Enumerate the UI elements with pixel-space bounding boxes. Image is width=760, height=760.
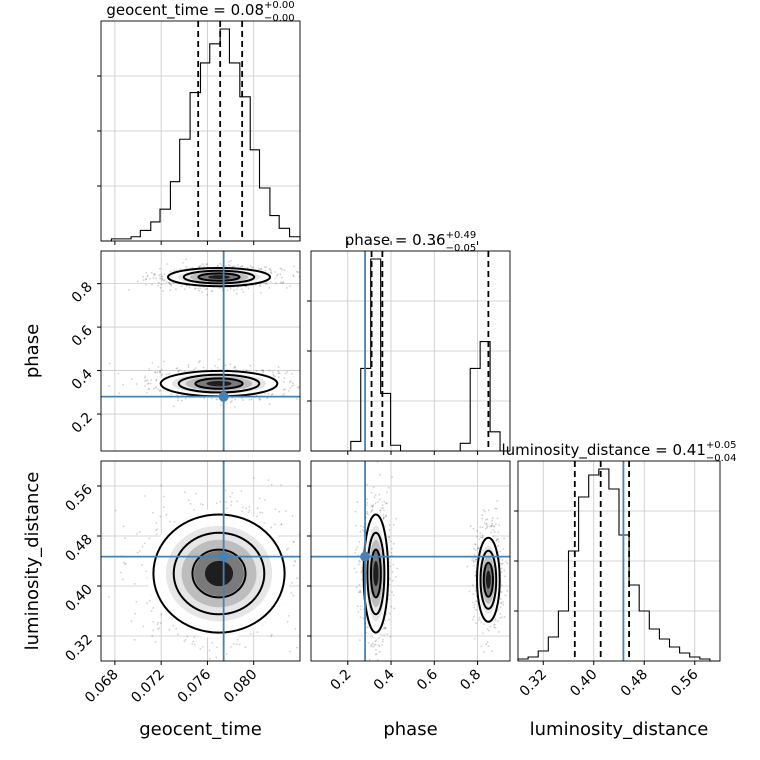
x-tick-label: 0.072 — [128, 667, 168, 707]
density-level — [208, 275, 230, 280]
x-tick-label: 0.32 — [517, 667, 550, 700]
title-minus: −0.05 — [446, 243, 477, 254]
contour-line — [366, 531, 386, 616]
contour-line — [482, 561, 494, 598]
contour-line — [177, 373, 261, 394]
title-main: phase = 0.36 — [345, 231, 446, 249]
x-axis-label-phase: phase — [383, 719, 437, 740]
contour-line — [479, 549, 498, 610]
y-tick-label: 0.8 — [69, 279, 96, 306]
x-tick-label: 0.2 — [328, 667, 355, 694]
x-tick-label: 0.080 — [221, 667, 261, 707]
contour-line — [166, 266, 272, 288]
title-phase: phase = 0.36+0.49 −0.05 — [345, 230, 476, 254]
density-level — [204, 560, 234, 587]
title-luminosity_distance: luminosity_distance = 0.41+0.05 −0.04 — [501, 440, 736, 464]
contour-line — [476, 536, 501, 623]
title-main: luminosity_distance = 0.41 — [501, 441, 705, 460]
histogram-geocent_time — [101, 28, 301, 242]
panel-geocent_time-luminosity_distance — [101, 461, 300, 661]
panel-geocent_time-phase — [101, 251, 300, 451]
x-axis-label-luminosity_distance: luminosity_distance — [530, 719, 709, 740]
contour-line — [194, 377, 244, 390]
y-tick-label: 0.40 — [62, 582, 95, 615]
axes-frame — [100, 460, 301, 662]
y-tick-label: 0.32 — [62, 632, 95, 665]
truth-marker — [218, 551, 229, 562]
x-tick-label: 0.4 — [371, 666, 398, 693]
x-tick-label: 0.068 — [82, 667, 122, 707]
title-main: geocent_time = 0.08 — [106, 1, 264, 20]
y-tick-label: 0.56 — [62, 481, 95, 514]
truth-marker — [218, 391, 229, 402]
density-level — [206, 380, 232, 387]
title-plus: +0.49 — [446, 230, 477, 241]
y-tick-label: 0.48 — [62, 532, 95, 565]
contour-line — [197, 272, 241, 282]
x-axis-label-geocent_time: geocent_time — [139, 719, 262, 740]
title-plus: +0.00 — [264, 0, 295, 11]
truth-marker — [360, 551, 371, 562]
x-tick-label: 0.6 — [414, 666, 441, 693]
y-tick-label: 0.4 — [69, 366, 96, 393]
axes-frame — [100, 250, 301, 452]
title-plus: +0.05 — [706, 440, 737, 451]
contour-line — [369, 548, 382, 599]
density-level — [373, 560, 379, 587]
x-tick-label: 0.48 — [618, 667, 651, 700]
x-tick-label: 0.40 — [567, 667, 600, 700]
axes-frame — [310, 460, 511, 662]
contour-line — [191, 548, 247, 599]
x-tick-label: 0.56 — [668, 666, 701, 699]
title-minus: −0.00 — [264, 13, 295, 24]
title-geocent_time: geocent_time = 0.08+0.00 −0.00 — [106, 0, 294, 24]
histogram-phase — [311, 258, 510, 452]
contour-line — [362, 513, 390, 634]
x-tick-label: 0.8 — [457, 667, 484, 694]
title-minus: −0.04 — [706, 453, 737, 464]
contour-line — [182, 269, 256, 285]
contour-line — [152, 513, 286, 634]
histogram-luminosity_distance — [517, 468, 720, 662]
panel-phase-luminosity_distance — [311, 461, 510, 661]
y-tick-label: 0.6 — [69, 323, 96, 350]
density-level — [485, 570, 491, 589]
y-axis-label-phase: phase — [22, 324, 43, 378]
contour-line — [172, 531, 266, 616]
y-axis-label-luminosity_distance: luminosity_distance — [22, 472, 43, 651]
y-tick-label: 0.2 — [69, 410, 96, 437]
x-tick-label: 0.076 — [175, 666, 215, 706]
